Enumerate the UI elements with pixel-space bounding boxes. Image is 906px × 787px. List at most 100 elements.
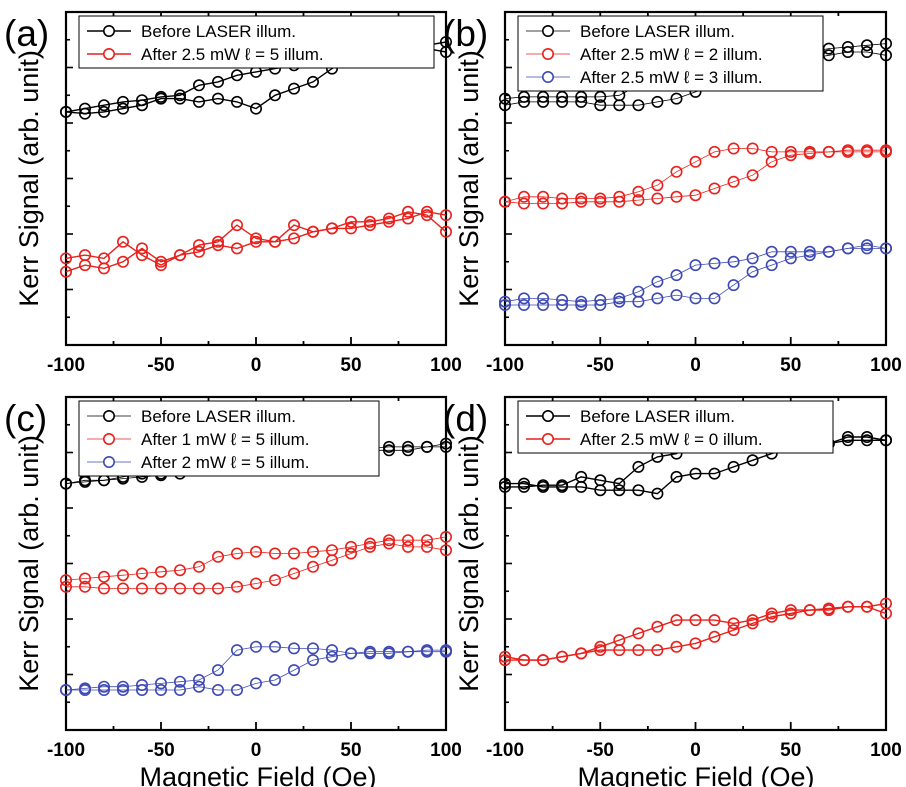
data-point xyxy=(117,255,130,268)
data-point xyxy=(287,219,300,232)
x-axis-label-left: Magnetic Field (Oe) xyxy=(139,762,376,787)
data-point xyxy=(689,614,702,627)
data-point xyxy=(117,235,130,248)
data-point xyxy=(117,582,130,595)
data-point xyxy=(822,245,835,258)
panel-3-x-tick-label: 50 xyxy=(340,740,361,761)
data-point xyxy=(537,654,550,667)
data-point xyxy=(439,209,452,222)
data-point xyxy=(155,677,168,690)
data-point xyxy=(420,645,433,658)
panel-4-series-2-branch-2 xyxy=(504,606,887,661)
data-point xyxy=(632,194,645,207)
data-point xyxy=(287,82,300,95)
panel-2-series-2-branch-1 xyxy=(504,148,886,203)
data-point xyxy=(498,477,511,490)
data-point xyxy=(59,580,72,593)
data-point xyxy=(651,179,664,192)
legend-marker xyxy=(541,47,554,60)
data-point xyxy=(382,444,395,457)
panel-1-x-tick-label: 50 xyxy=(340,355,361,376)
data-point xyxy=(268,673,281,686)
data-point xyxy=(651,487,664,500)
legend-entry: Before LASER illum. xyxy=(580,407,735,426)
panel-4-legend-box xyxy=(517,400,834,454)
panel-4-x-tick-label: 0 xyxy=(690,740,701,761)
data-point xyxy=(803,249,816,262)
data-point xyxy=(822,42,835,55)
legend-entry: After 2.5 mW ℓ = 5 illum. xyxy=(141,45,324,64)
data-point xyxy=(822,49,835,62)
data-point xyxy=(439,544,452,557)
data-point xyxy=(382,534,395,547)
data-point xyxy=(98,570,111,583)
legend-marker xyxy=(103,409,116,422)
data-point xyxy=(746,265,759,278)
data-point xyxy=(498,654,511,667)
data-point xyxy=(79,107,92,120)
data-point xyxy=(287,642,300,655)
panel-2-series-3 xyxy=(498,239,892,311)
data-point xyxy=(860,45,873,58)
data-point xyxy=(155,582,168,595)
data-point xyxy=(632,627,645,640)
data-point xyxy=(250,677,263,690)
data-point xyxy=(670,269,683,282)
data-point xyxy=(117,680,130,693)
data-point xyxy=(727,255,740,268)
data-point xyxy=(363,219,376,232)
data-point xyxy=(250,577,263,590)
data-point xyxy=(420,205,433,218)
data-point xyxy=(708,182,721,195)
legend-marker xyxy=(541,432,554,445)
data-point xyxy=(268,235,281,248)
data-point xyxy=(193,680,206,693)
data-point xyxy=(594,640,607,653)
data-point xyxy=(382,537,395,550)
data-point xyxy=(670,289,683,302)
data-point xyxy=(651,275,664,288)
data-point xyxy=(136,567,149,580)
data-point xyxy=(344,540,357,553)
legend-entry: After 1 mW ℓ = 5 illum. xyxy=(141,430,309,449)
panel-2-series-2-branch-2 xyxy=(504,149,886,204)
data-point xyxy=(325,222,338,235)
data-point xyxy=(689,467,702,480)
data-point xyxy=(231,219,244,232)
data-point xyxy=(439,440,452,453)
data-point xyxy=(517,292,530,305)
data-point xyxy=(401,534,414,547)
data-point xyxy=(420,540,433,553)
data-point xyxy=(59,683,72,696)
data-point xyxy=(401,645,414,658)
data-point xyxy=(268,547,281,560)
data-point xyxy=(784,252,797,265)
data-point xyxy=(822,145,835,158)
data-point xyxy=(212,239,225,252)
data-point xyxy=(860,144,873,157)
panel-3-series-2-branch-1 xyxy=(65,536,447,581)
legend-entry: After 2.5 mW ℓ = 2 illum. xyxy=(580,45,763,64)
data-point xyxy=(325,650,338,663)
data-point xyxy=(193,582,206,595)
data-point xyxy=(212,664,225,677)
data-point xyxy=(822,602,835,615)
panel-4-x-tick-label: 100 xyxy=(870,740,902,761)
data-point xyxy=(117,569,130,582)
data-point xyxy=(537,298,550,311)
data-point xyxy=(689,189,702,202)
data-point xyxy=(556,650,569,663)
data-point xyxy=(231,69,244,82)
data-point xyxy=(174,89,187,102)
data-point xyxy=(98,262,111,275)
data-point xyxy=(212,92,225,105)
data-point xyxy=(670,190,683,203)
data-point xyxy=(344,215,357,228)
data-point xyxy=(784,245,797,258)
data-point xyxy=(556,197,569,210)
panel-2-series-3-branch-1 xyxy=(504,247,886,303)
data-point xyxy=(594,195,607,208)
data-point xyxy=(136,249,149,262)
data-point xyxy=(708,292,721,305)
